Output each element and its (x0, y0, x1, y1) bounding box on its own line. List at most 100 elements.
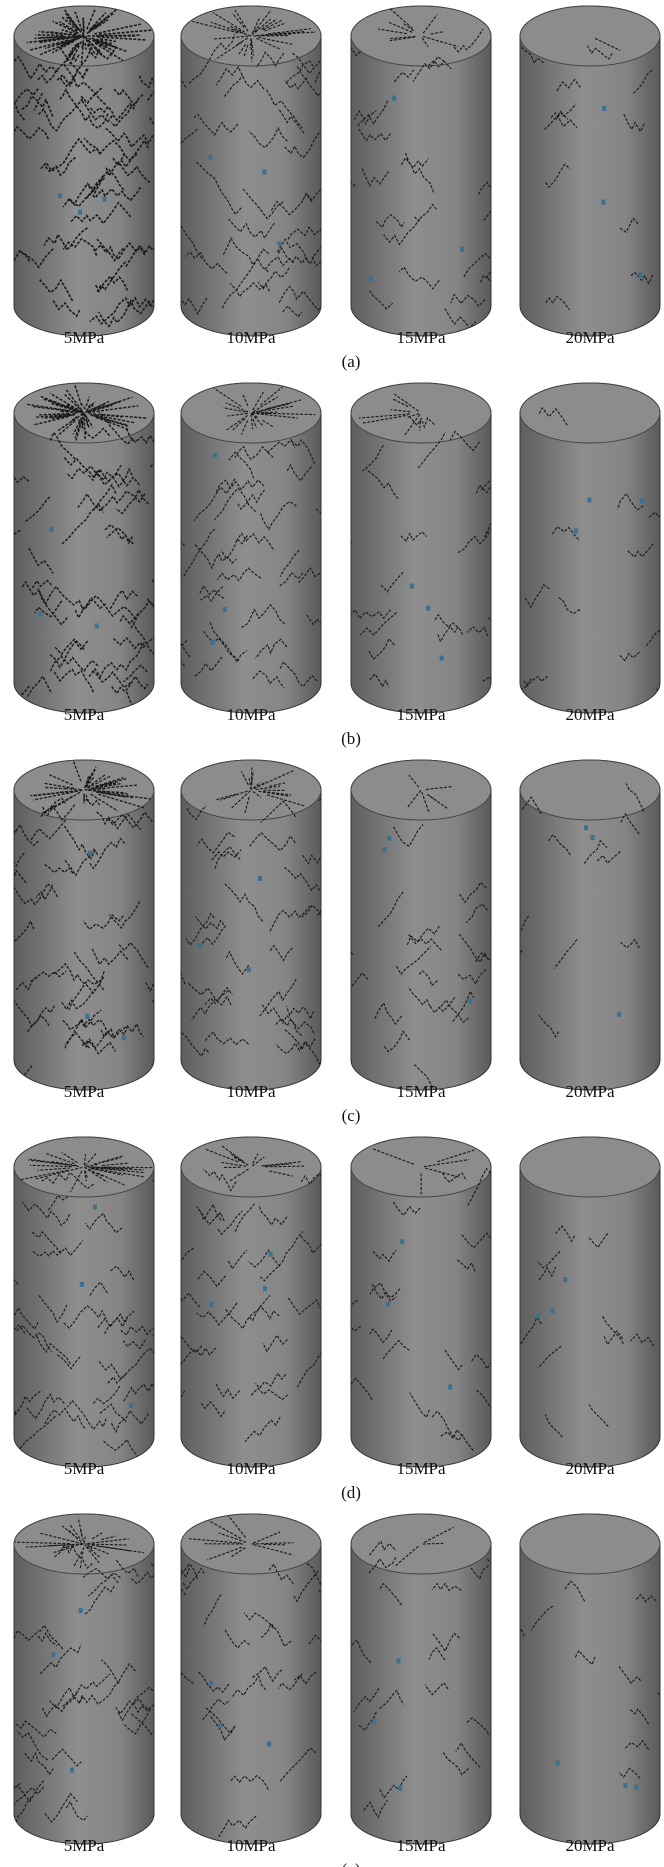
particle (398, 1786, 402, 1791)
particle (460, 247, 464, 252)
specimen (0, 6, 194, 336)
particle (587, 498, 591, 503)
panel-caption: (a) (342, 352, 361, 371)
particle (51, 1652, 55, 1657)
particle (267, 1741, 271, 1746)
particle (396, 1658, 400, 1663)
particle (386, 1302, 390, 1307)
particle (103, 197, 107, 202)
cylinder-top (351, 383, 491, 443)
cylinder-top (351, 1514, 491, 1574)
particle (208, 155, 212, 160)
pressure-label: 10MPa (226, 328, 276, 347)
particle (209, 1302, 213, 1307)
specimen (330, 760, 520, 1091)
pressure-label: 15MPa (396, 328, 446, 347)
panel-caption: (b) (341, 729, 361, 748)
particle (372, 1719, 376, 1724)
figure: 5MPa 10MPa 15MPa 20MPa (a) 5MPa 10MPa 15MPa 20MP… (0, 0, 664, 1867)
particle (70, 1768, 74, 1773)
particle (269, 1252, 273, 1257)
cylinder-top (14, 1514, 154, 1574)
pressure-label: 5MPa (64, 705, 105, 724)
particle (556, 1760, 560, 1765)
particle (601, 200, 605, 205)
pressure-label: 10MPa (226, 1836, 276, 1855)
specimen (329, 1137, 505, 1467)
particle (574, 528, 578, 533)
specimen (0, 1137, 195, 1467)
particle (426, 606, 430, 611)
cylinder-top (14, 383, 154, 443)
particle (584, 825, 588, 830)
particle (563, 1277, 567, 1282)
particle (392, 96, 396, 101)
pressure-label: 5MPa (64, 1836, 105, 1855)
particle (198, 943, 202, 948)
pressure-label: 10MPa (226, 1459, 276, 1478)
particle (536, 1314, 540, 1319)
specimen (0, 759, 182, 1090)
particle (223, 607, 227, 612)
particle (550, 1308, 554, 1313)
pressure-label: 10MPa (226, 705, 276, 724)
particle (369, 276, 373, 281)
particle (635, 1785, 639, 1790)
particle (623, 1783, 627, 1788)
panel-caption: (e) (342, 1860, 361, 1867)
specimen (148, 6, 344, 336)
pressure-label: 15MPa (396, 1459, 446, 1478)
pressure-label: 15MPa (396, 1082, 446, 1101)
cylinder-top (520, 383, 660, 443)
cylinder-top (181, 1514, 321, 1574)
specimen (513, 383, 664, 713)
particle (262, 169, 266, 174)
particle (210, 640, 214, 645)
specimen (507, 1514, 664, 1844)
specimen (331, 383, 519, 713)
cylinder-top (520, 6, 660, 66)
pressure-label: 10MPa (226, 1082, 276, 1101)
specimen (159, 1137, 330, 1467)
particle (38, 612, 42, 617)
pressure-label: 20MPa (565, 1082, 615, 1101)
particle (602, 106, 606, 111)
particle (247, 967, 251, 972)
specimen (326, 6, 524, 336)
particle (95, 624, 99, 629)
particle (85, 1014, 89, 1019)
particle (213, 453, 217, 458)
particle (263, 1286, 267, 1291)
particle (122, 1035, 126, 1040)
particle (258, 876, 262, 881)
specimen (501, 760, 660, 1090)
panel-caption: (d) (341, 1483, 361, 1502)
specimen (520, 1137, 660, 1467)
particle (93, 1205, 97, 1210)
particle (88, 851, 92, 856)
particle (80, 1282, 84, 1287)
particle (387, 836, 391, 841)
particle (49, 527, 53, 532)
panel-caption: (c) (342, 1106, 361, 1125)
particle (209, 1681, 213, 1686)
cylinder-top (520, 1137, 660, 1197)
particle (382, 847, 386, 852)
cylinder-top (351, 6, 491, 66)
specimen (518, 6, 660, 336)
particle (400, 1239, 404, 1244)
cylinder-top (520, 760, 660, 820)
particle (58, 193, 62, 198)
pressure-label: 20MPa (565, 328, 615, 347)
particle (218, 1723, 222, 1728)
particle (590, 835, 594, 840)
cylinder-top (351, 760, 491, 820)
particle (638, 272, 642, 277)
specimen (0, 383, 205, 713)
pressure-label: 20MPa (565, 1459, 615, 1478)
particle (79, 1608, 83, 1613)
cylinder-top (520, 1514, 660, 1574)
specimen (140, 383, 359, 713)
particle (440, 656, 444, 661)
pressure-label: 15MPa (396, 705, 446, 724)
